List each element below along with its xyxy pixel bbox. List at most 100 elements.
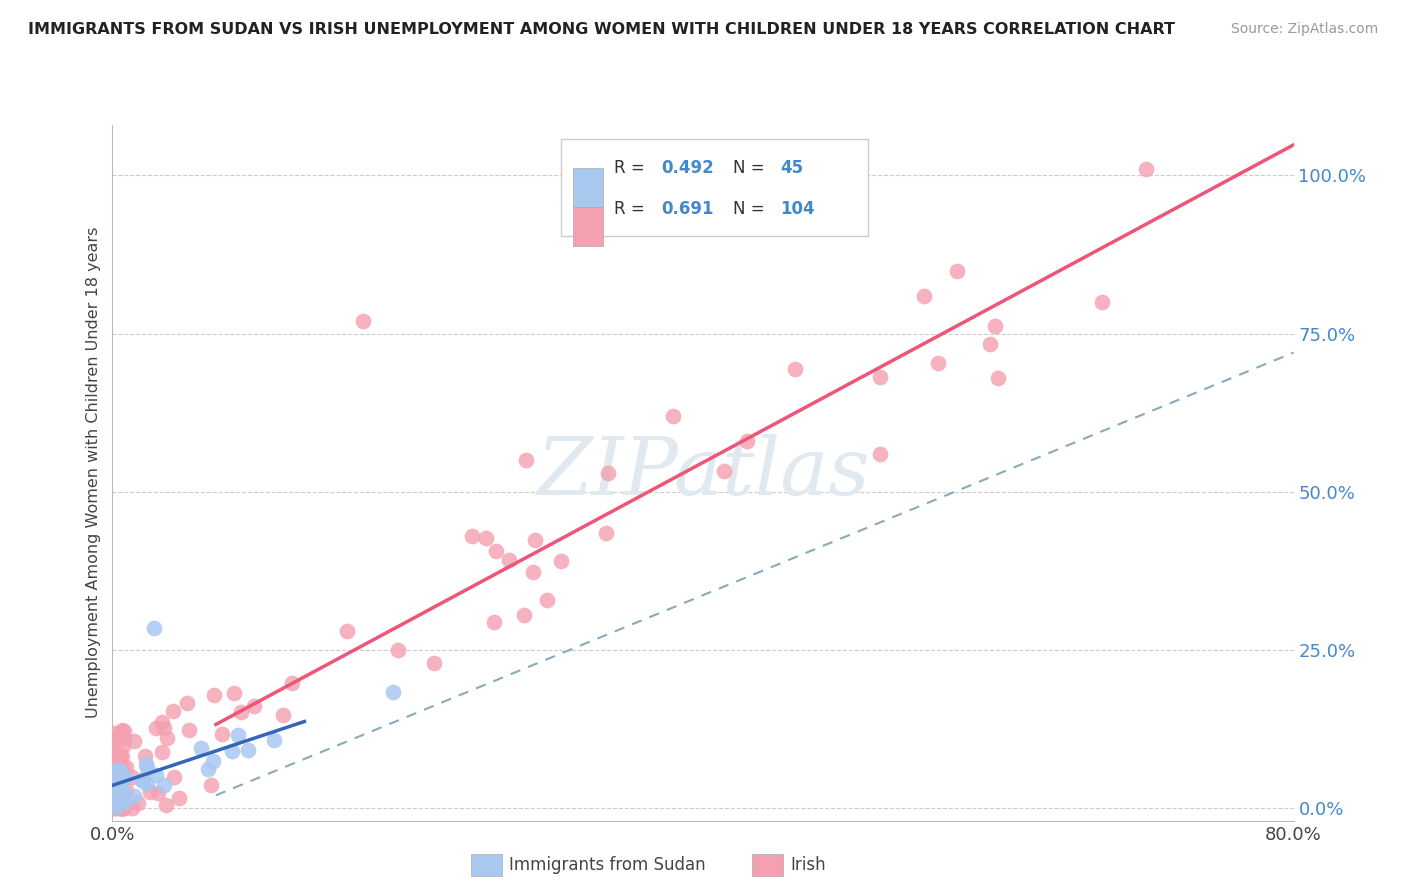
Point	[104, 799, 127, 814]
Point	[522, 565, 544, 579]
Point	[111, 801, 134, 815]
Point	[461, 529, 484, 543]
Point	[662, 409, 685, 423]
Point	[263, 732, 285, 747]
Point	[155, 797, 177, 812]
Point	[202, 754, 225, 768]
Point	[523, 533, 546, 547]
Point	[134, 749, 156, 764]
Point	[200, 778, 222, 792]
Point	[112, 795, 135, 809]
Point	[107, 759, 129, 773]
Point	[984, 318, 1007, 333]
Point	[111, 739, 134, 753]
Point	[987, 371, 1010, 385]
Point	[112, 801, 135, 815]
Point	[135, 761, 157, 775]
Text: 45: 45	[780, 159, 803, 177]
Point	[112, 794, 135, 808]
Point	[111, 772, 134, 787]
Text: Irish: Irish	[790, 856, 825, 874]
Point	[190, 741, 212, 756]
Point	[152, 714, 174, 729]
Text: ZIPatlas: ZIPatlas	[536, 434, 870, 511]
Point	[104, 770, 127, 784]
Point	[202, 688, 225, 702]
Point	[111, 801, 134, 815]
Point	[104, 801, 127, 815]
Point	[131, 772, 153, 787]
Text: N =: N =	[733, 159, 769, 177]
Point	[104, 784, 127, 798]
Point	[110, 794, 132, 808]
Point	[107, 779, 129, 793]
Point	[243, 699, 266, 714]
Point	[382, 685, 405, 699]
Point	[111, 790, 134, 805]
Point	[136, 777, 159, 791]
Point	[713, 464, 735, 478]
Point	[110, 780, 132, 795]
Point	[127, 796, 149, 810]
Point	[153, 778, 176, 792]
Text: Source: ZipAtlas.com: Source: ZipAtlas.com	[1230, 22, 1378, 37]
Point	[179, 723, 201, 738]
Point	[737, 434, 759, 449]
Point	[111, 801, 134, 815]
Point	[498, 552, 520, 566]
Point	[101, 757, 124, 772]
Point	[103, 764, 125, 778]
Point	[110, 726, 132, 740]
Point	[422, 656, 444, 670]
Point	[869, 447, 891, 461]
Point	[1135, 162, 1157, 177]
Point	[103, 794, 125, 808]
Point	[550, 554, 572, 568]
Point	[104, 744, 127, 758]
Bar	[574, 207, 603, 245]
FancyBboxPatch shape	[561, 139, 869, 236]
Point	[107, 794, 129, 808]
Text: N =: N =	[733, 200, 769, 218]
Point	[156, 731, 179, 745]
Point	[271, 707, 294, 722]
Text: 0.492: 0.492	[662, 159, 714, 177]
Point	[112, 770, 135, 784]
Point	[108, 772, 131, 787]
Point	[104, 789, 127, 803]
Point	[162, 704, 184, 718]
Point	[475, 532, 498, 546]
Text: R =: R =	[614, 159, 651, 177]
Point	[139, 785, 162, 799]
Point	[153, 721, 176, 735]
Point	[112, 724, 135, 739]
Point	[513, 608, 536, 623]
Point	[103, 733, 125, 747]
Point	[122, 789, 145, 803]
Point	[111, 801, 134, 815]
Text: Immigrants from Sudan: Immigrants from Sudan	[509, 856, 706, 874]
Point	[110, 778, 132, 792]
Point	[107, 785, 129, 799]
Point	[135, 757, 157, 772]
Point	[167, 791, 190, 805]
Point	[231, 705, 253, 719]
Point	[108, 783, 131, 797]
Point	[105, 793, 128, 807]
Point	[107, 767, 129, 781]
Point	[103, 787, 125, 801]
Point	[912, 289, 935, 303]
Point	[108, 801, 131, 815]
Point	[107, 801, 129, 815]
Point	[108, 776, 131, 790]
Point	[107, 752, 129, 766]
Point	[352, 314, 374, 328]
Point	[281, 676, 304, 690]
Point	[110, 765, 132, 780]
Point	[595, 525, 617, 540]
Point	[108, 761, 131, 775]
Point	[105, 780, 128, 794]
Point	[107, 768, 129, 782]
Point	[226, 728, 249, 742]
Point	[103, 725, 125, 739]
